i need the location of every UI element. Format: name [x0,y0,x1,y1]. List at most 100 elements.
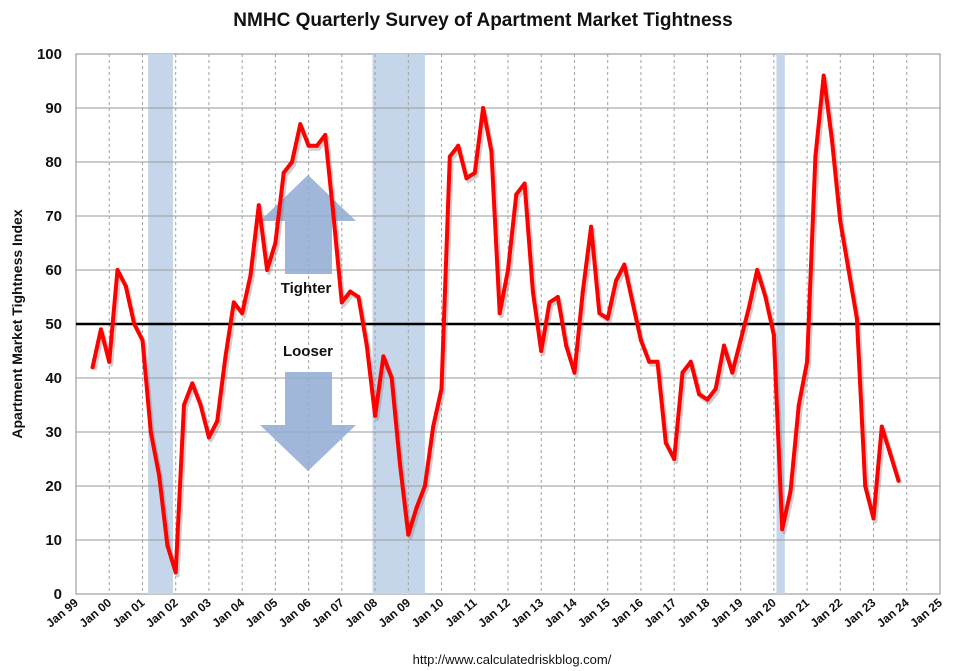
y-tick-label: 90 [45,100,62,117]
data-point [580,289,585,294]
data-point [422,484,427,488]
data-point [215,419,220,424]
x-tick-label: Jan 99 [43,595,81,630]
data-point [389,376,394,380]
x-tick-label: Jan 24 [874,595,912,630]
data-point [730,370,735,375]
data-point [838,219,843,224]
y-tick-label: 10 [45,532,62,549]
data-point [863,484,868,488]
data-point [356,295,361,299]
data-point [655,359,660,364]
data-point [879,424,884,429]
data-point [364,343,369,348]
data-point [821,73,826,78]
x-tick-label: Jan 12 [475,595,513,630]
x-tick-label: Jan 01 [110,595,148,630]
data-point [157,473,162,478]
data-point [314,143,319,148]
y-tick-label: 80 [45,154,62,171]
data-point [697,392,702,397]
data-point [464,176,469,181]
x-tick-label: Jan 21 [774,595,812,630]
data-point [90,365,95,370]
data-point [248,273,253,278]
x-tick-label: Jan 20 [741,595,779,630]
tighter-label: Tighter [281,280,332,297]
data-point [522,181,527,186]
data-point [132,322,137,326]
y-tick-label: 30 [45,424,62,441]
data-point [597,311,602,316]
data-point [414,505,419,510]
x-tick-label: Jan 04 [209,595,247,630]
x-tick-label: Jan 22 [808,595,846,630]
data-point [381,354,386,359]
y-tick-label: 100 [37,46,62,63]
data-point [530,289,535,294]
data-point [265,268,270,272]
data-point [331,214,336,218]
chart-title: NMHC Quarterly Survey of Apartment Marke… [233,10,732,31]
x-tick-label: Jan 13 [509,595,547,630]
data-point [896,478,901,483]
y-tick-label: 40 [45,370,62,387]
data-point [348,289,353,294]
data-point [771,332,776,337]
data-point [223,354,228,359]
data-point [123,284,128,289]
data-point [398,462,402,467]
x-tick-label: Jan 18 [675,595,713,630]
data-point [273,241,278,245]
data-point [431,424,436,429]
data-point [813,154,818,159]
data-point [688,359,693,364]
data-point [888,451,893,456]
data-point [638,338,643,343]
data-point [489,149,494,154]
data-point [173,570,178,575]
data-point [190,381,195,386]
data-point [622,262,627,267]
data-point [854,316,859,321]
x-tick-label: Jan 10 [409,595,447,630]
data-point [456,143,461,148]
data-point [672,457,677,461]
x-tick-label: Jan 15 [575,595,613,630]
data-point [722,343,726,348]
data-point [572,370,577,375]
data-point [115,268,120,272]
data-point [555,295,560,299]
data-point [231,300,236,305]
data-point [738,338,743,343]
x-tick-label: Jan 16 [608,595,646,630]
data-point [746,305,751,310]
x-tick-label: Jan 05 [243,595,281,630]
x-tick-label: Jan 25 [907,595,945,630]
y-axis-label: Apartment Market Tightness Index [9,209,25,438]
data-point [206,435,211,440]
data-point [439,386,444,391]
data-point [663,440,668,445]
data-point [447,154,452,159]
series-group [90,73,903,578]
data-point [165,543,170,548]
looser-arrow-icon [260,372,356,471]
x-tick-label: Jan 03 [176,595,214,630]
data-point [240,311,245,316]
data-point [514,192,519,197]
x-tick-label: Jan 17 [641,595,679,630]
data-point [830,138,834,143]
data-point [497,311,502,316]
x-tick-label: Jan 08 [342,595,380,630]
data-point [281,170,286,175]
data-point [539,349,544,353]
data-point [98,327,103,332]
data-point [705,397,710,402]
data-point [680,370,685,375]
data-point [339,300,344,305]
x-tick-label: Jan 00 [77,595,115,630]
x-tick-label: Jan 02 [143,595,181,630]
